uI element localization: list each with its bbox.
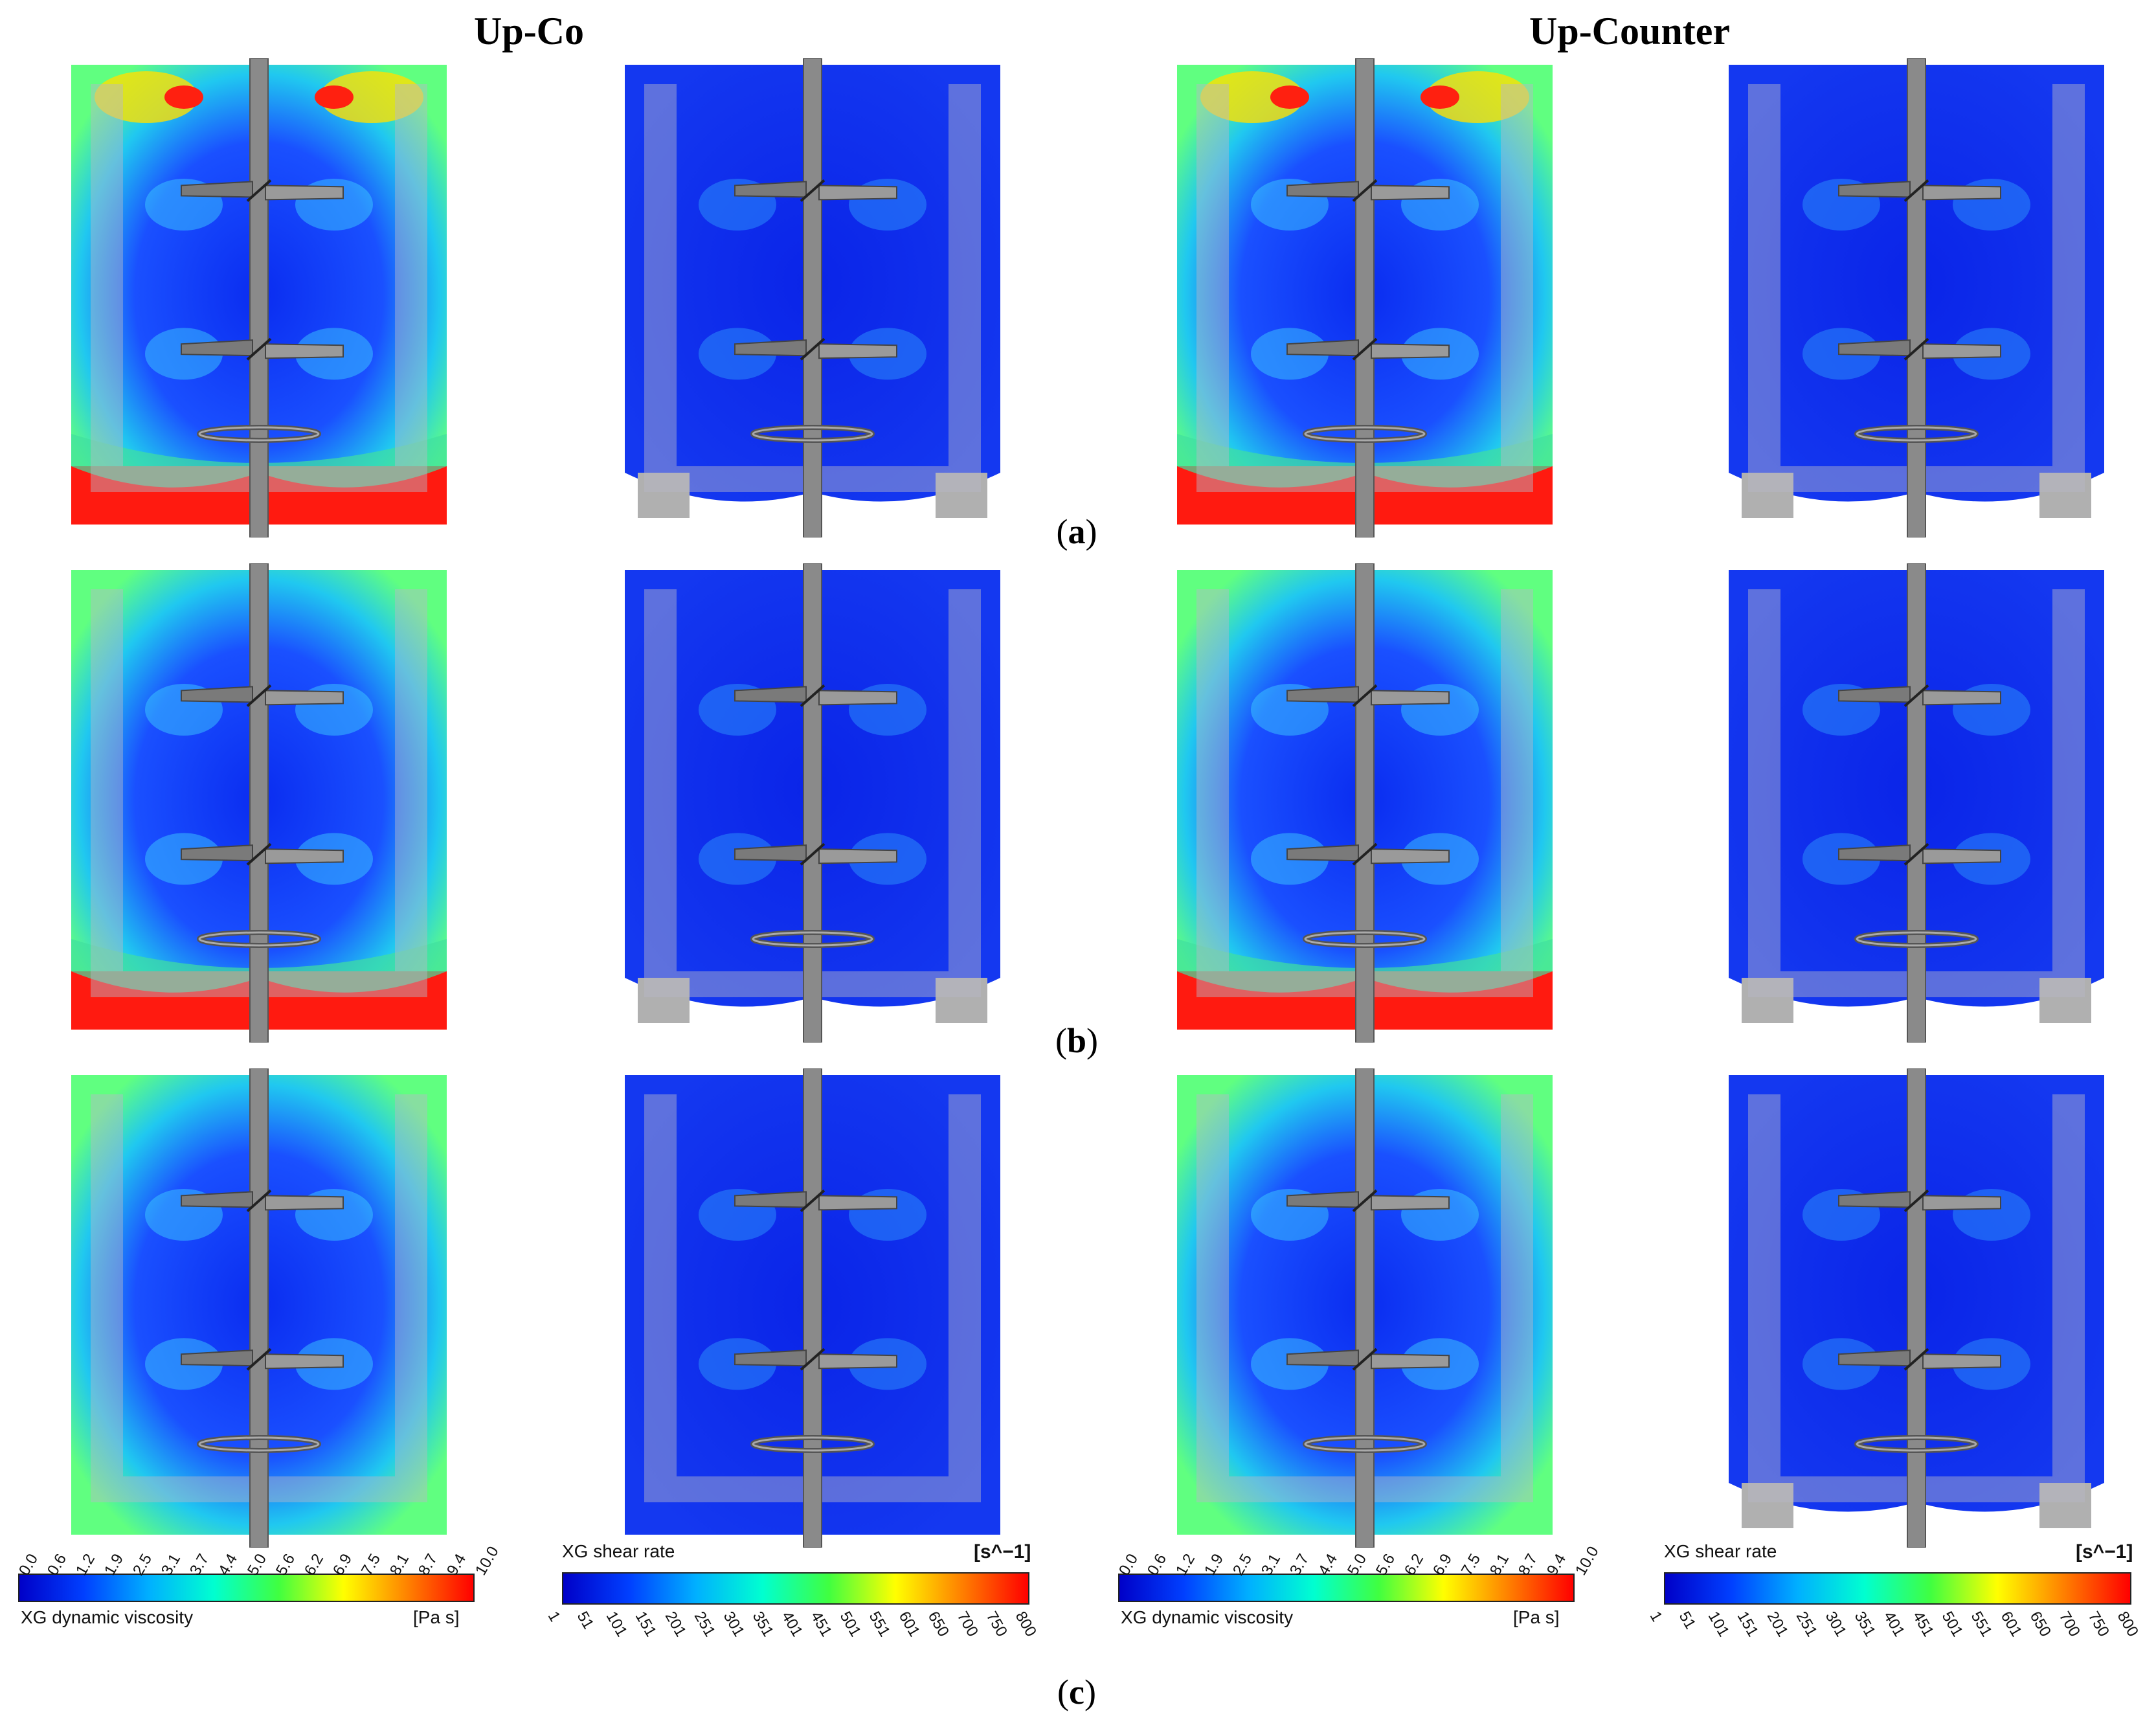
contour-panel-a-4 [1716,58,2117,537]
row-label-b: (b) [1055,1021,1098,1060]
colorbar-tick-label: 10.0 [472,1543,502,1579]
contour-panel-a-2 [612,58,1013,537]
colorbar-tick-label: 650 [2026,1608,2054,1640]
colorbar-tick-label: 101 [1704,1608,1733,1640]
contour-panel-a-1 [58,58,460,537]
contour-panel-c-4 [1716,1068,2117,1548]
colorbar-tick-label: 301 [719,1608,748,1640]
colorbar-unit: [s^−1] [2076,1541,2133,1563]
colorbar-tick-label: 700 [2055,1608,2083,1640]
colorbar-tick-label: 401 [778,1608,807,1640]
contour-panel-a-3 [1164,58,1566,537]
header-up-co: Up-Co [474,10,585,52]
colorbar-tick-label: 601 [1997,1608,2025,1640]
colorbar-shear-left: XG shear rate [s^−1] 1 51 101 151 201 251 301 3… [545,1541,1041,1684]
colorbar-tick-label: 750 [2084,1608,2113,1640]
contour-panel-b-4 [1716,563,2117,1043]
colorbar-shear-right: XG shear rate [s^−1] 1 51 101 151 201 251 301 3… [1646,1541,2143,1684]
colorbar-tick-label: 51 [1675,1608,1700,1632]
colorbar-gradient [1664,1572,2131,1605]
colorbar-gradient [1118,1574,1575,1602]
colorbar-tick-label: 800 [2113,1608,2142,1640]
colorbar-viscosity-right: XG dynamic viscosity [Pa s] 0.0 0.6 1.2 1.9… [1116,1528,1602,1645]
colorbar-tick-label: 251 [1792,1608,1821,1640]
colorbar-tick-label: 351 [1850,1608,1879,1640]
colorbar-tick-label: 601 [895,1608,923,1640]
colorbar-unit: [Pa s] [413,1607,460,1627]
colorbar-title: XG shear rate [562,1541,675,1561]
colorbar-tick-label: 451 [1909,1608,1938,1640]
colorbar-tick-label: 800 [1011,1608,1040,1640]
row-label-a: (a) [1056,512,1097,551]
colorbar-gradient [18,1574,475,1602]
contour-panel-c-3 [1164,1068,1566,1548]
colorbar-unit: [s^−1] [974,1541,1031,1563]
colorbar-tick-label: 151 [631,1608,660,1640]
colorbar-tick-label: 551 [865,1608,894,1640]
colorbar-tick-label: 251 [690,1608,719,1640]
contour-panel-c-2 [612,1068,1013,1548]
colorbar-title: XG shear rate [1664,1541,1777,1561]
row-label-c: (c) [1057,1673,1096,1711]
colorbar-tick-label: 51 [573,1608,598,1632]
colorbar-tick-label: 1 [544,1608,564,1625]
colorbar-tick-label: 401 [1880,1608,1909,1640]
colorbar-tick-label: 650 [924,1608,952,1640]
colorbar-tick-label: 201 [1763,1608,1791,1640]
colorbar-title: XG dynamic viscosity [21,1607,194,1627]
colorbar-tick-label: 351 [748,1608,777,1640]
contour-panel-b-3 [1164,563,1566,1043]
contour-panel-c-1 [58,1068,460,1548]
colorbar-tick-label: 501 [1938,1608,1967,1640]
contour-panel-b-1 [58,563,460,1043]
colorbar-title: XG dynamic viscosity [1121,1607,1294,1627]
colorbar-tick-label: 700 [953,1608,982,1640]
contour-panel-b-2 [612,563,1013,1043]
colorbar-tick-label: 151 [1733,1608,1762,1640]
colorbar-tick-label: 10.0 [1572,1543,1602,1579]
colorbar-tick-label: 501 [836,1608,865,1640]
colorbar-tick-label: 101 [602,1608,631,1640]
colorbar-tick-label: 551 [1967,1608,1996,1640]
colorbar-tick-label: 1 [1646,1608,1666,1625]
colorbar-tick-label: 301 [1821,1608,1850,1640]
colorbar-tick-label: 451 [807,1608,836,1640]
colorbar-tick-label: 201 [661,1608,690,1640]
header-up-counter: Up-Counter [1529,10,1730,52]
colorbar-gradient [562,1572,1029,1605]
colorbar-viscosity-left: XG dynamic viscosity [Pa s] 0.0 0.6 1.2 1.9… [16,1528,502,1645]
colorbar-unit: [Pa s] [1513,1607,1560,1627]
colorbar-tick-label: 750 [982,1608,1011,1640]
